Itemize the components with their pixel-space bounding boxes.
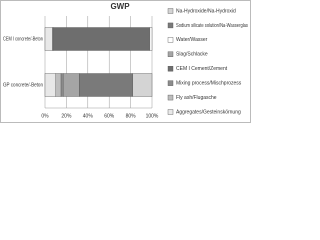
bar-segment — [53, 27, 151, 51]
legend-swatch — [167, 37, 174, 43]
bar-segment — [60, 73, 64, 97]
legend-swatch — [167, 80, 174, 86]
x-tick-label: 100% — [146, 113, 159, 119]
legend-label: Aggregates/Gesteinskörnung — [176, 109, 241, 115]
legend-label: Slag/Schlacke — [176, 52, 208, 58]
bar-segment — [44, 27, 53, 51]
legend-label: Mixing process/Mischprozess — [176, 80, 242, 86]
page: GWP 0% 20% 40% 60% 80% 100% CEM I concrete/-Be… — [0, 0, 251, 123]
bar-segment — [62, 73, 80, 97]
bar-segment — [149, 27, 153, 51]
bar-segment — [55, 73, 62, 97]
legend-label: Na-Hydroxide/Na-Hydroxid — [176, 8, 236, 14]
legend-label: Sodium silicate solution/Na-Wasserglas — [176, 23, 248, 29]
chart-title: GWP — [110, 2, 130, 11]
chart: GWP 0% 20% 40% 60% 80% 100% CEM I concrete/-Be… — [0, 0, 251, 123]
legend-swatch — [167, 22, 174, 29]
bar-segment — [44, 73, 56, 97]
y-tick-label: CEM I concrete/-Beton — [3, 36, 43, 42]
legend-swatch — [167, 51, 174, 57]
legend-label: Fly ash/Flugasche — [176, 95, 217, 101]
x-tick-label: 60% — [104, 113, 115, 119]
legend-label: Water/Wasser — [176, 37, 208, 43]
legend-swatch — [167, 66, 174, 72]
legend-label: CEM I Cement/Zement — [176, 66, 228, 72]
bar-segment — [79, 73, 133, 97]
x-tick-label: 0% — [41, 113, 49, 119]
frame — [0, 0, 251, 123]
legend-swatch — [167, 8, 174, 14]
bar-segment — [132, 73, 153, 97]
x-tick-label: 40% — [83, 113, 94, 119]
y-tick-label: GP concrete/-Beton — [3, 82, 43, 88]
x-tick-label: 80% — [126, 113, 137, 119]
x-tick-label: 20% — [61, 113, 72, 119]
legend-swatch — [167, 94, 174, 101]
legend-swatch — [167, 109, 174, 115]
